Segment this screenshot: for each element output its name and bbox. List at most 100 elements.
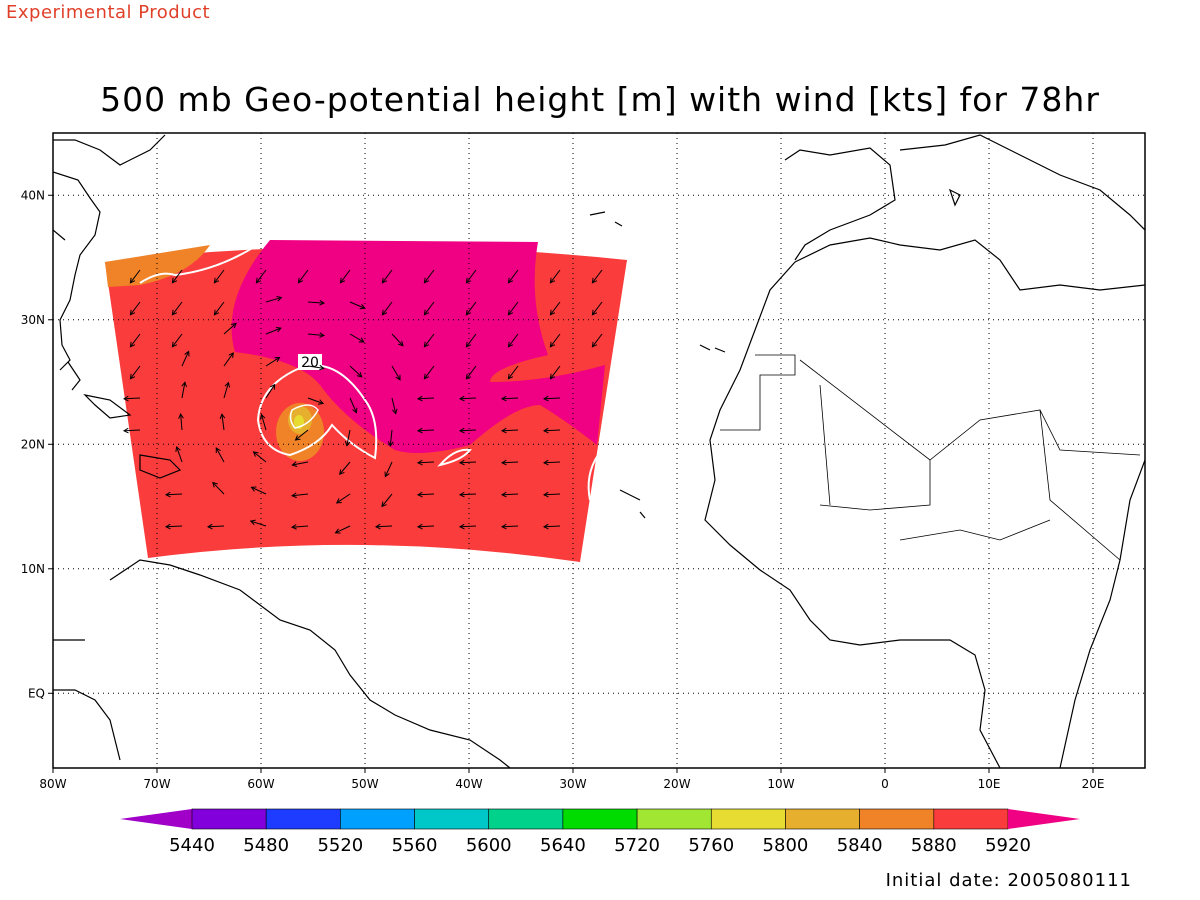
height-field-5880-ne xyxy=(105,245,210,287)
wind-arrow-head xyxy=(352,407,358,414)
wind-arrow xyxy=(501,429,519,432)
lon-tick-label: 10E xyxy=(978,777,1001,791)
wind-arrow xyxy=(165,525,183,528)
wind-arrow-head xyxy=(542,491,549,498)
wind-arrow-head xyxy=(423,277,430,284)
wind-arrow xyxy=(501,525,519,528)
wind-arrow-head xyxy=(206,523,213,530)
wind-arrow xyxy=(213,301,225,316)
wind-arrow xyxy=(250,520,267,527)
wind-arrow-head xyxy=(507,277,514,284)
lat-tick-label: 10N xyxy=(21,562,45,576)
lon-tick-label: 10W xyxy=(767,777,794,791)
wind-arrow xyxy=(550,365,561,380)
wind-arrow-head xyxy=(549,277,556,284)
wind-arrow xyxy=(375,525,393,528)
wind-arrow-head xyxy=(542,427,549,434)
wind-arrow xyxy=(180,414,183,431)
wind-arrow xyxy=(123,397,141,400)
lon-tick-label: 40W xyxy=(455,777,482,791)
wind-arrow-head xyxy=(274,356,281,363)
wind-arrow-head xyxy=(319,332,325,338)
wind-arrow-head xyxy=(171,277,178,284)
wind-arrow xyxy=(465,365,477,380)
initial-date-label: Initial date: 2005080111 xyxy=(885,870,1132,891)
colorbar-label: 5480 xyxy=(243,835,289,856)
wind-arrow xyxy=(223,352,234,367)
wind-arrow xyxy=(339,461,351,475)
wind-arrow xyxy=(381,301,393,316)
wind-arrow-head xyxy=(252,451,259,457)
colorbar-label: 5720 xyxy=(614,835,660,856)
wind-arrow xyxy=(423,301,435,316)
coastlines xyxy=(53,134,1145,768)
wind-arrow-head xyxy=(549,341,556,348)
wind-arrow xyxy=(384,461,393,477)
colorbar-label: 5800 xyxy=(763,835,809,856)
wind-arrow-head xyxy=(339,469,345,476)
wind-arrow xyxy=(423,333,435,348)
wind-arrow xyxy=(265,357,280,367)
wind-arrow-head xyxy=(458,491,465,498)
wind-arrow xyxy=(592,333,603,348)
wind-arrow xyxy=(181,382,186,399)
wind-arrow xyxy=(171,269,183,284)
lon-tick-label: 30W xyxy=(559,777,586,791)
wind-arrow xyxy=(391,333,404,347)
wind-arrow-head xyxy=(374,523,381,530)
wind-arrow-head xyxy=(591,277,598,284)
wind-arrow-head xyxy=(391,408,398,415)
colorbar: 5440 5480 5520 5560 5600 5640 5720 5760 5800 5840… xyxy=(120,808,1080,856)
wind-arrow xyxy=(292,493,309,497)
wind-arrow-head xyxy=(423,341,430,348)
wind-arrow-head xyxy=(465,373,472,380)
wind-arrow-head xyxy=(335,498,342,504)
wind-arrow-head xyxy=(423,309,430,316)
wind-arrow-head xyxy=(356,371,363,378)
wind-arrow-head xyxy=(500,523,507,530)
colorbar-swatch xyxy=(562,808,638,830)
wind-arrow xyxy=(123,429,141,432)
wind-arrow-head xyxy=(423,373,430,380)
wind-arrow-head xyxy=(291,492,297,499)
contour-label: 20 xyxy=(301,355,319,371)
wind-arrow xyxy=(501,461,519,464)
wind-arrow xyxy=(129,269,141,284)
wind-arrow xyxy=(223,323,237,335)
wind-arrow xyxy=(459,461,477,464)
wind-arrow-head xyxy=(259,413,266,420)
wind-arrow xyxy=(389,429,393,446)
wind-arrow xyxy=(543,461,561,464)
wind-arrow xyxy=(501,493,519,496)
wind-arrow xyxy=(223,382,229,399)
wind-arrow xyxy=(391,397,397,414)
wind-arrow-head xyxy=(164,491,171,498)
colorbar-swatch xyxy=(859,808,935,830)
wind-arrow-head xyxy=(219,413,226,419)
wind-arrow xyxy=(307,397,324,404)
wind-arrow-head xyxy=(381,501,387,508)
wind-arrow-head xyxy=(212,481,218,488)
map-gridlines xyxy=(53,133,1145,768)
colorbar-swatch xyxy=(191,808,267,830)
wind-arrow-head xyxy=(507,309,514,316)
wind-arrow-head xyxy=(591,341,598,348)
colorbar-swatch xyxy=(785,808,860,830)
colorbar-swatch xyxy=(488,808,564,830)
wind-arrow-head xyxy=(416,395,423,402)
wind-arrow xyxy=(129,333,141,348)
wind-arrow-head xyxy=(129,341,136,348)
lon-tick-label: 70W xyxy=(143,777,170,791)
wind-arrow xyxy=(265,327,282,335)
wind-arrow-head xyxy=(500,427,507,434)
wind-arrow xyxy=(129,301,141,316)
wind-arrow-head xyxy=(231,322,237,329)
wind-arrow xyxy=(459,525,477,528)
wind-arrow-head xyxy=(416,491,423,498)
wind-arrow-head xyxy=(465,341,472,348)
wind-arrow xyxy=(346,429,351,446)
coastline-europe xyxy=(784,134,1145,261)
wind-arrow xyxy=(215,447,225,463)
wind-arrow xyxy=(543,429,561,432)
